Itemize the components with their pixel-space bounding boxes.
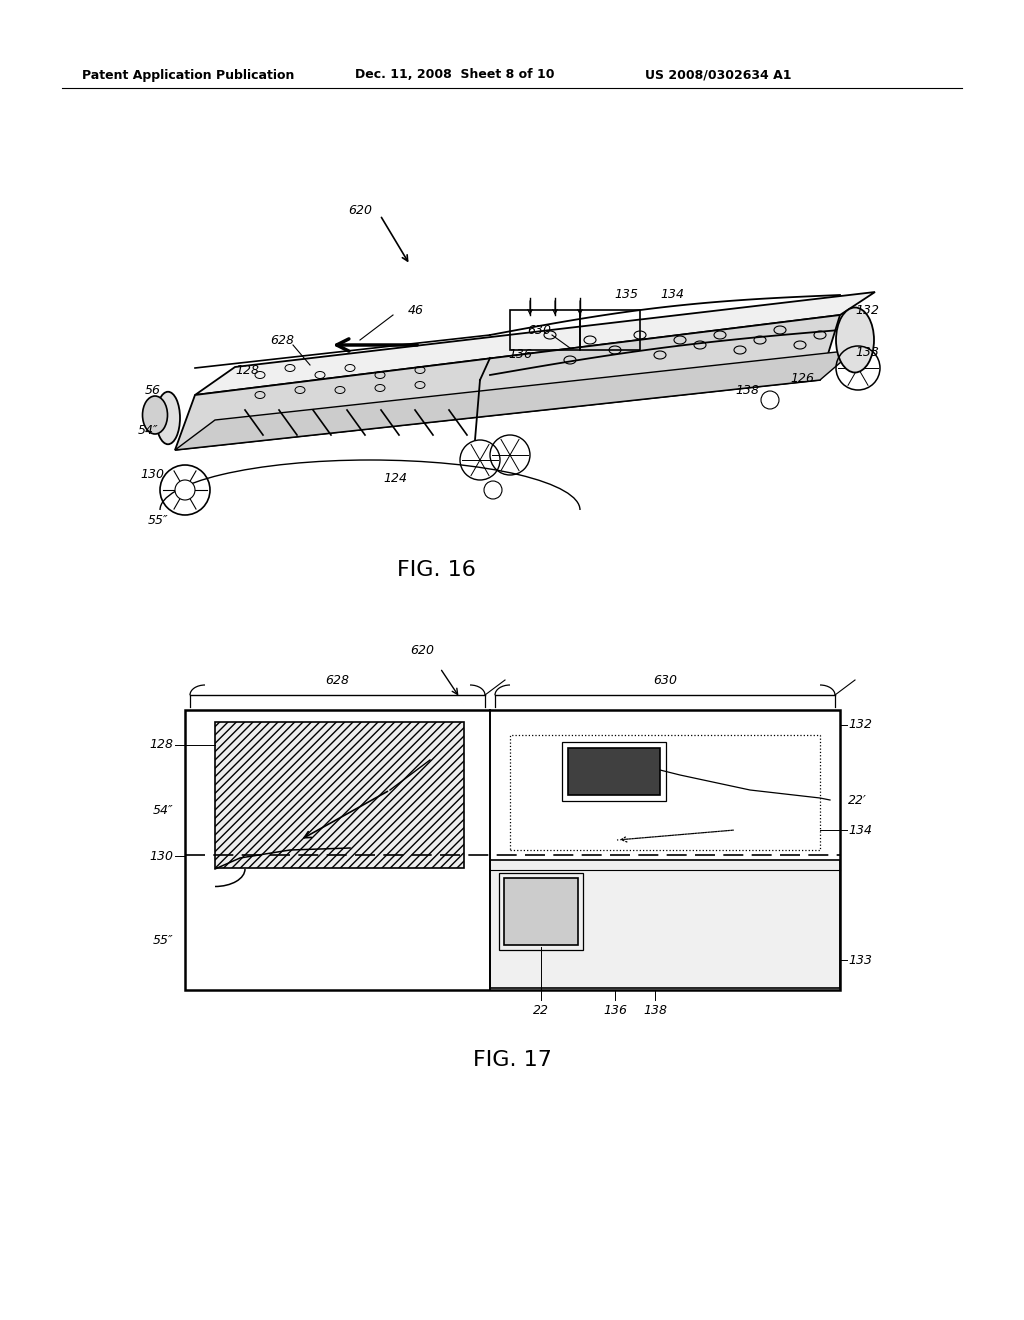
Bar bbox=[215, 722, 464, 869]
Text: 128: 128 bbox=[234, 363, 259, 376]
Text: 133: 133 bbox=[855, 346, 879, 359]
Text: 136: 136 bbox=[508, 348, 532, 362]
Bar bbox=[504, 878, 578, 945]
Text: FIG. 16: FIG. 16 bbox=[396, 560, 475, 579]
Text: 126: 126 bbox=[790, 371, 814, 384]
Text: FIG. 17: FIG. 17 bbox=[472, 1049, 552, 1071]
Text: 56: 56 bbox=[145, 384, 161, 396]
Bar bbox=[568, 748, 660, 795]
Text: 55″: 55″ bbox=[153, 933, 173, 946]
Text: 22: 22 bbox=[534, 1003, 549, 1016]
Bar bbox=[490, 861, 840, 987]
Text: 55″: 55″ bbox=[148, 513, 169, 527]
Ellipse shape bbox=[142, 396, 168, 434]
Text: US 2008/0302634 A1: US 2008/0302634 A1 bbox=[645, 69, 792, 82]
Text: 124: 124 bbox=[383, 471, 407, 484]
Text: 628: 628 bbox=[270, 334, 294, 346]
Text: 132: 132 bbox=[848, 718, 872, 731]
Text: 46: 46 bbox=[408, 304, 424, 317]
Ellipse shape bbox=[175, 480, 195, 500]
Ellipse shape bbox=[836, 308, 874, 372]
Text: 134: 134 bbox=[848, 824, 872, 837]
Text: 54″: 54″ bbox=[153, 804, 173, 817]
Bar bbox=[185, 710, 840, 990]
Text: 620: 620 bbox=[348, 203, 372, 216]
Ellipse shape bbox=[156, 392, 180, 445]
Text: 135: 135 bbox=[614, 289, 638, 301]
Polygon shape bbox=[175, 350, 855, 450]
Text: 54″: 54″ bbox=[138, 424, 159, 437]
Text: 22′: 22′ bbox=[848, 793, 867, 807]
Polygon shape bbox=[195, 292, 874, 395]
Bar bbox=[562, 742, 666, 801]
Bar bbox=[510, 735, 820, 850]
Text: 132: 132 bbox=[855, 304, 879, 317]
Text: 138: 138 bbox=[735, 384, 759, 396]
Text: 620: 620 bbox=[410, 644, 434, 656]
Text: 630: 630 bbox=[653, 675, 677, 688]
Text: 133: 133 bbox=[848, 953, 872, 966]
Text: Dec. 11, 2008  Sheet 8 of 10: Dec. 11, 2008 Sheet 8 of 10 bbox=[355, 69, 555, 82]
Text: Patent Application Publication: Patent Application Publication bbox=[82, 69, 294, 82]
Text: 134: 134 bbox=[660, 289, 684, 301]
Text: 136: 136 bbox=[603, 1003, 627, 1016]
Bar bbox=[499, 873, 583, 950]
Text: 130: 130 bbox=[140, 469, 164, 482]
Text: 130: 130 bbox=[150, 850, 173, 862]
Text: 128: 128 bbox=[150, 738, 173, 751]
Text: 630: 630 bbox=[527, 323, 551, 337]
Polygon shape bbox=[175, 315, 840, 450]
Text: 628: 628 bbox=[325, 675, 349, 688]
Text: 138: 138 bbox=[643, 1003, 667, 1016]
